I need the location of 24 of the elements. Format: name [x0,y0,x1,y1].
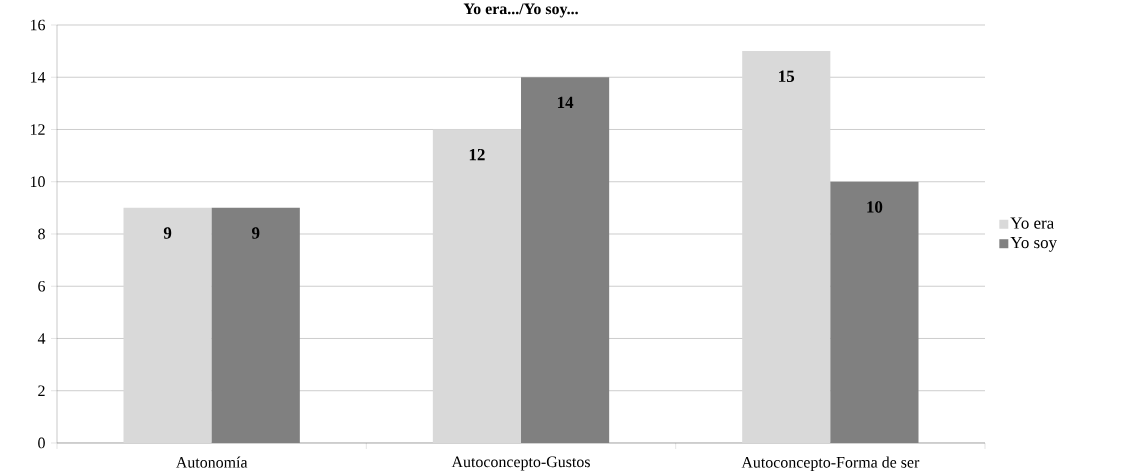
bar [432,129,522,443]
legend-label: Yo era [1010,217,1054,229]
y-tick-label: 6 [38,280,46,292]
bar [123,207,212,443]
y-tick-label: 2 [38,385,45,397]
y-tick-label: 4 [37,333,46,344]
x-tick-label: Autoconcepto-Forma de ser [741,456,920,471]
data-label: 12 [469,148,485,161]
data-label: 10 [867,201,883,213]
data-label: 9 [251,227,260,239]
y-tick-label: 8 [38,228,45,240]
y-tick-label: 16 [30,19,46,31]
y-tick-label: 14 [30,71,46,83]
x-tick-label: Autoconcepto-Gustos [451,456,590,471]
bar [742,51,831,443]
y-tick-label: 0 [38,437,45,449]
data-label: 9 [163,227,172,239]
x-tick-label: Autonomía [175,456,248,468]
y-tick-label: 10 [30,176,45,188]
y-tick-label: 12 [30,124,45,135]
legend-label: Yo soy [1010,236,1057,252]
data-label: 15 [779,70,795,82]
chart-title: Yo era.../Yo soy... [463,3,578,18]
data-label: 14 [557,96,574,108]
